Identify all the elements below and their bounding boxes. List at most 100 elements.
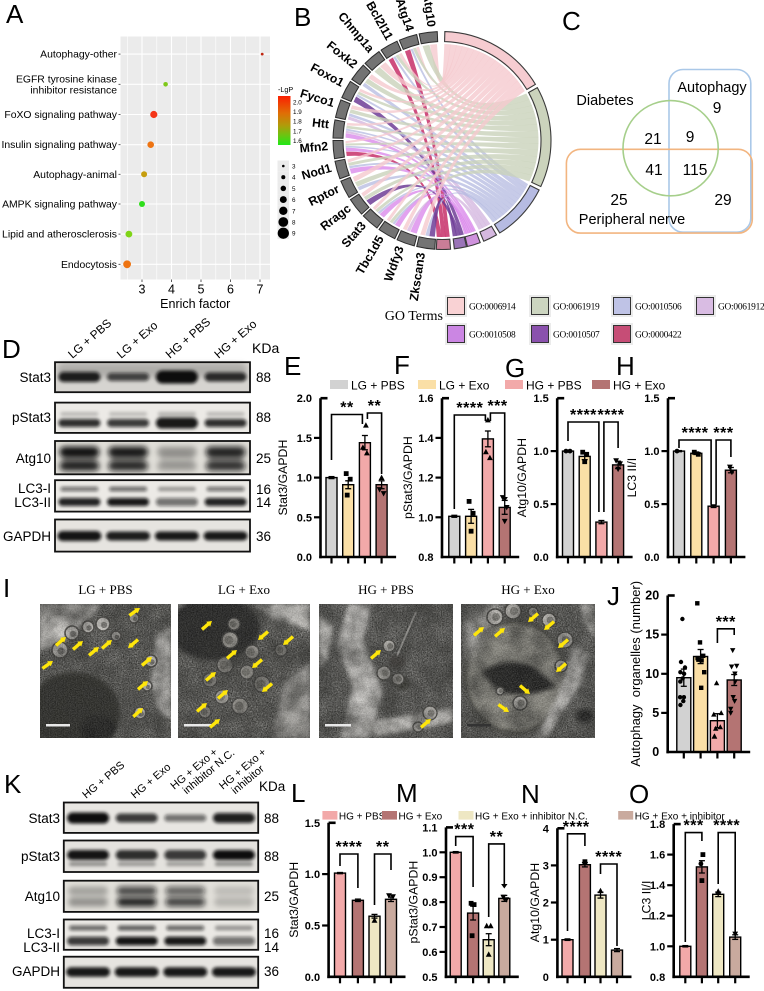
- svg-text:HG + PBS: HG + PBS: [358, 582, 414, 597]
- svg-text:Lipid and atherosclerosis: Lipid and atherosclerosis: [2, 230, 117, 241]
- svg-text:pStat3/GAPDH: pStat3/GAPDH: [401, 436, 415, 519]
- svg-text:Htt: Htt: [311, 116, 329, 132]
- svg-text:Insulin signaling pathway: Insulin signaling pathway: [1, 140, 117, 151]
- svg-text:1.4: 1.4: [418, 433, 434, 445]
- svg-text:2.0: 2.0: [297, 393, 312, 405]
- svg-text:1.0: 1.0: [418, 512, 433, 524]
- svg-text:5: 5: [652, 706, 659, 720]
- svg-text:9: 9: [292, 231, 296, 238]
- svg-text:1.4: 1.4: [650, 880, 666, 892]
- svg-text:9: 9: [686, 129, 695, 146]
- svg-text:Atg10: Atg10: [25, 889, 60, 904]
- svg-text:0.5: 0.5: [533, 499, 548, 511]
- svg-text:4: 4: [543, 823, 550, 835]
- svg-text:15: 15: [645, 628, 659, 642]
- svg-text:5: 5: [292, 186, 296, 193]
- svg-text:****: ****: [682, 425, 709, 442]
- svg-text:1.1: 1.1: [422, 822, 437, 834]
- svg-text:HG + PBS: HG + PBS: [339, 812, 386, 823]
- svg-text:G: G: [505, 353, 525, 383]
- svg-text:29: 29: [714, 192, 731, 209]
- svg-text:GO:0006914: GO:0006914: [469, 303, 516, 313]
- svg-text:C: C: [562, 6, 581, 36]
- svg-text:88: 88: [264, 811, 279, 826]
- svg-text:GO:0010508: GO:0010508: [469, 331, 516, 341]
- svg-text:HG + PBS: HG + PBS: [80, 759, 127, 801]
- svg-text:LC3 II/I: LC3 II/I: [640, 881, 654, 921]
- svg-text:0.5: 0.5: [644, 499, 659, 511]
- svg-text:GO:0061912: GO:0061912: [718, 303, 764, 313]
- svg-text:10: 10: [645, 667, 659, 681]
- svg-text:1.6: 1.6: [293, 138, 302, 145]
- svg-text:25: 25: [610, 192, 627, 209]
- svg-text:2: 2: [543, 898, 549, 910]
- svg-text:14: 14: [264, 940, 280, 955]
- svg-text:88: 88: [264, 849, 279, 864]
- svg-text:****: ****: [713, 818, 740, 835]
- svg-text:pStat3/GAPDH: pStat3/GAPDH: [407, 861, 421, 944]
- svg-text:3: 3: [139, 283, 146, 297]
- svg-text:M: M: [396, 778, 418, 808]
- svg-text:KDa: KDa: [252, 340, 279, 356]
- svg-text:**: **: [490, 829, 504, 846]
- svg-text:115: 115: [683, 162, 708, 179]
- svg-text:A: A: [6, 0, 24, 29]
- svg-text:1.7: 1.7: [293, 128, 302, 135]
- svg-text:HG + Exo + inhibitor: HG + Exo + inhibitor: [635, 812, 726, 823]
- svg-text:1: 1: [543, 935, 549, 947]
- svg-text:GO:0000422: GO:0000422: [635, 331, 682, 341]
- svg-text:Diabetes: Diabetes: [576, 93, 633, 109]
- svg-text:Atg10/GAPDH: Atg10/GAPDH: [528, 863, 542, 942]
- svg-text:GO:0061919: GO:0061919: [553, 303, 600, 313]
- svg-text:Zkscan3: Zkscan3: [407, 251, 428, 302]
- svg-text:Rptor: Rptor: [306, 182, 342, 209]
- svg-text:4: 4: [168, 283, 175, 297]
- svg-text:21: 21: [644, 131, 661, 148]
- svg-text:Enrich factor: Enrich factor: [160, 297, 230, 311]
- svg-text:LG + PBS: LG + PBS: [65, 316, 114, 361]
- svg-text:Wdfy3: Wdfy3: [381, 244, 406, 283]
- svg-text:Autophagy-animal: Autophagy-animal: [33, 170, 117, 181]
- svg-text:****: ****: [563, 819, 590, 836]
- svg-text:2.0: 2.0: [293, 100, 302, 107]
- svg-text:0.6: 0.6: [422, 947, 437, 959]
- svg-text:3: 3: [543, 860, 549, 872]
- svg-text:HG + Exo: HG + Exo: [399, 812, 443, 823]
- svg-text:1.5: 1.5: [297, 433, 312, 445]
- svg-text:8: 8: [292, 220, 296, 227]
- svg-text:***: ***: [684, 818, 704, 835]
- svg-text:****: ****: [456, 400, 483, 417]
- svg-text:E: E: [284, 351, 301, 381]
- svg-text:GAPDH: GAPDH: [12, 964, 60, 979]
- svg-text:1.2: 1.2: [418, 473, 433, 485]
- svg-text:Stat3/GAPDH: Stat3/GAPDH: [287, 862, 301, 938]
- svg-text:88: 88: [256, 410, 271, 425]
- svg-text:1.2: 1.2: [650, 911, 665, 923]
- svg-text:GO:0010506: GO:0010506: [635, 303, 682, 313]
- svg-text:LC3-I: LC3-I: [27, 926, 60, 941]
- svg-text:LC3 II/I: LC3 II/I: [625, 458, 639, 498]
- svg-text:14: 14: [256, 495, 272, 510]
- svg-text:KDa: KDa: [259, 779, 286, 794]
- svg-text:D: D: [2, 334, 21, 364]
- svg-text:****: ****: [598, 407, 625, 424]
- svg-text:H: H: [616, 351, 635, 381]
- svg-text:***: ***: [487, 398, 507, 415]
- svg-text:36: 36: [256, 529, 271, 544]
- svg-text:Stat3: Stat3: [28, 811, 60, 826]
- svg-text:5: 5: [198, 283, 205, 297]
- svg-text:Autophagy: Autophagy: [677, 80, 747, 96]
- svg-text:***: ***: [713, 425, 733, 442]
- svg-text:Peripheral nerve: Peripheral nerve: [579, 212, 685, 228]
- svg-text:GO:0010507: GO:0010507: [553, 331, 600, 341]
- svg-text:pStat3: pStat3: [21, 849, 60, 864]
- svg-text:J: J: [607, 581, 620, 611]
- svg-text:N: N: [521, 779, 540, 809]
- svg-text:0.8: 0.8: [650, 972, 665, 984]
- svg-text:Stat3: Stat3: [339, 219, 369, 251]
- svg-text:LC3-I: LC3-I: [18, 481, 51, 496]
- svg-text:LG + Exo: LG + Exo: [439, 379, 490, 393]
- svg-text:L: L: [291, 778, 305, 808]
- svg-text:HG + PBS: HG + PBS: [526, 379, 582, 393]
- svg-text:0.8: 0.8: [422, 897, 437, 909]
